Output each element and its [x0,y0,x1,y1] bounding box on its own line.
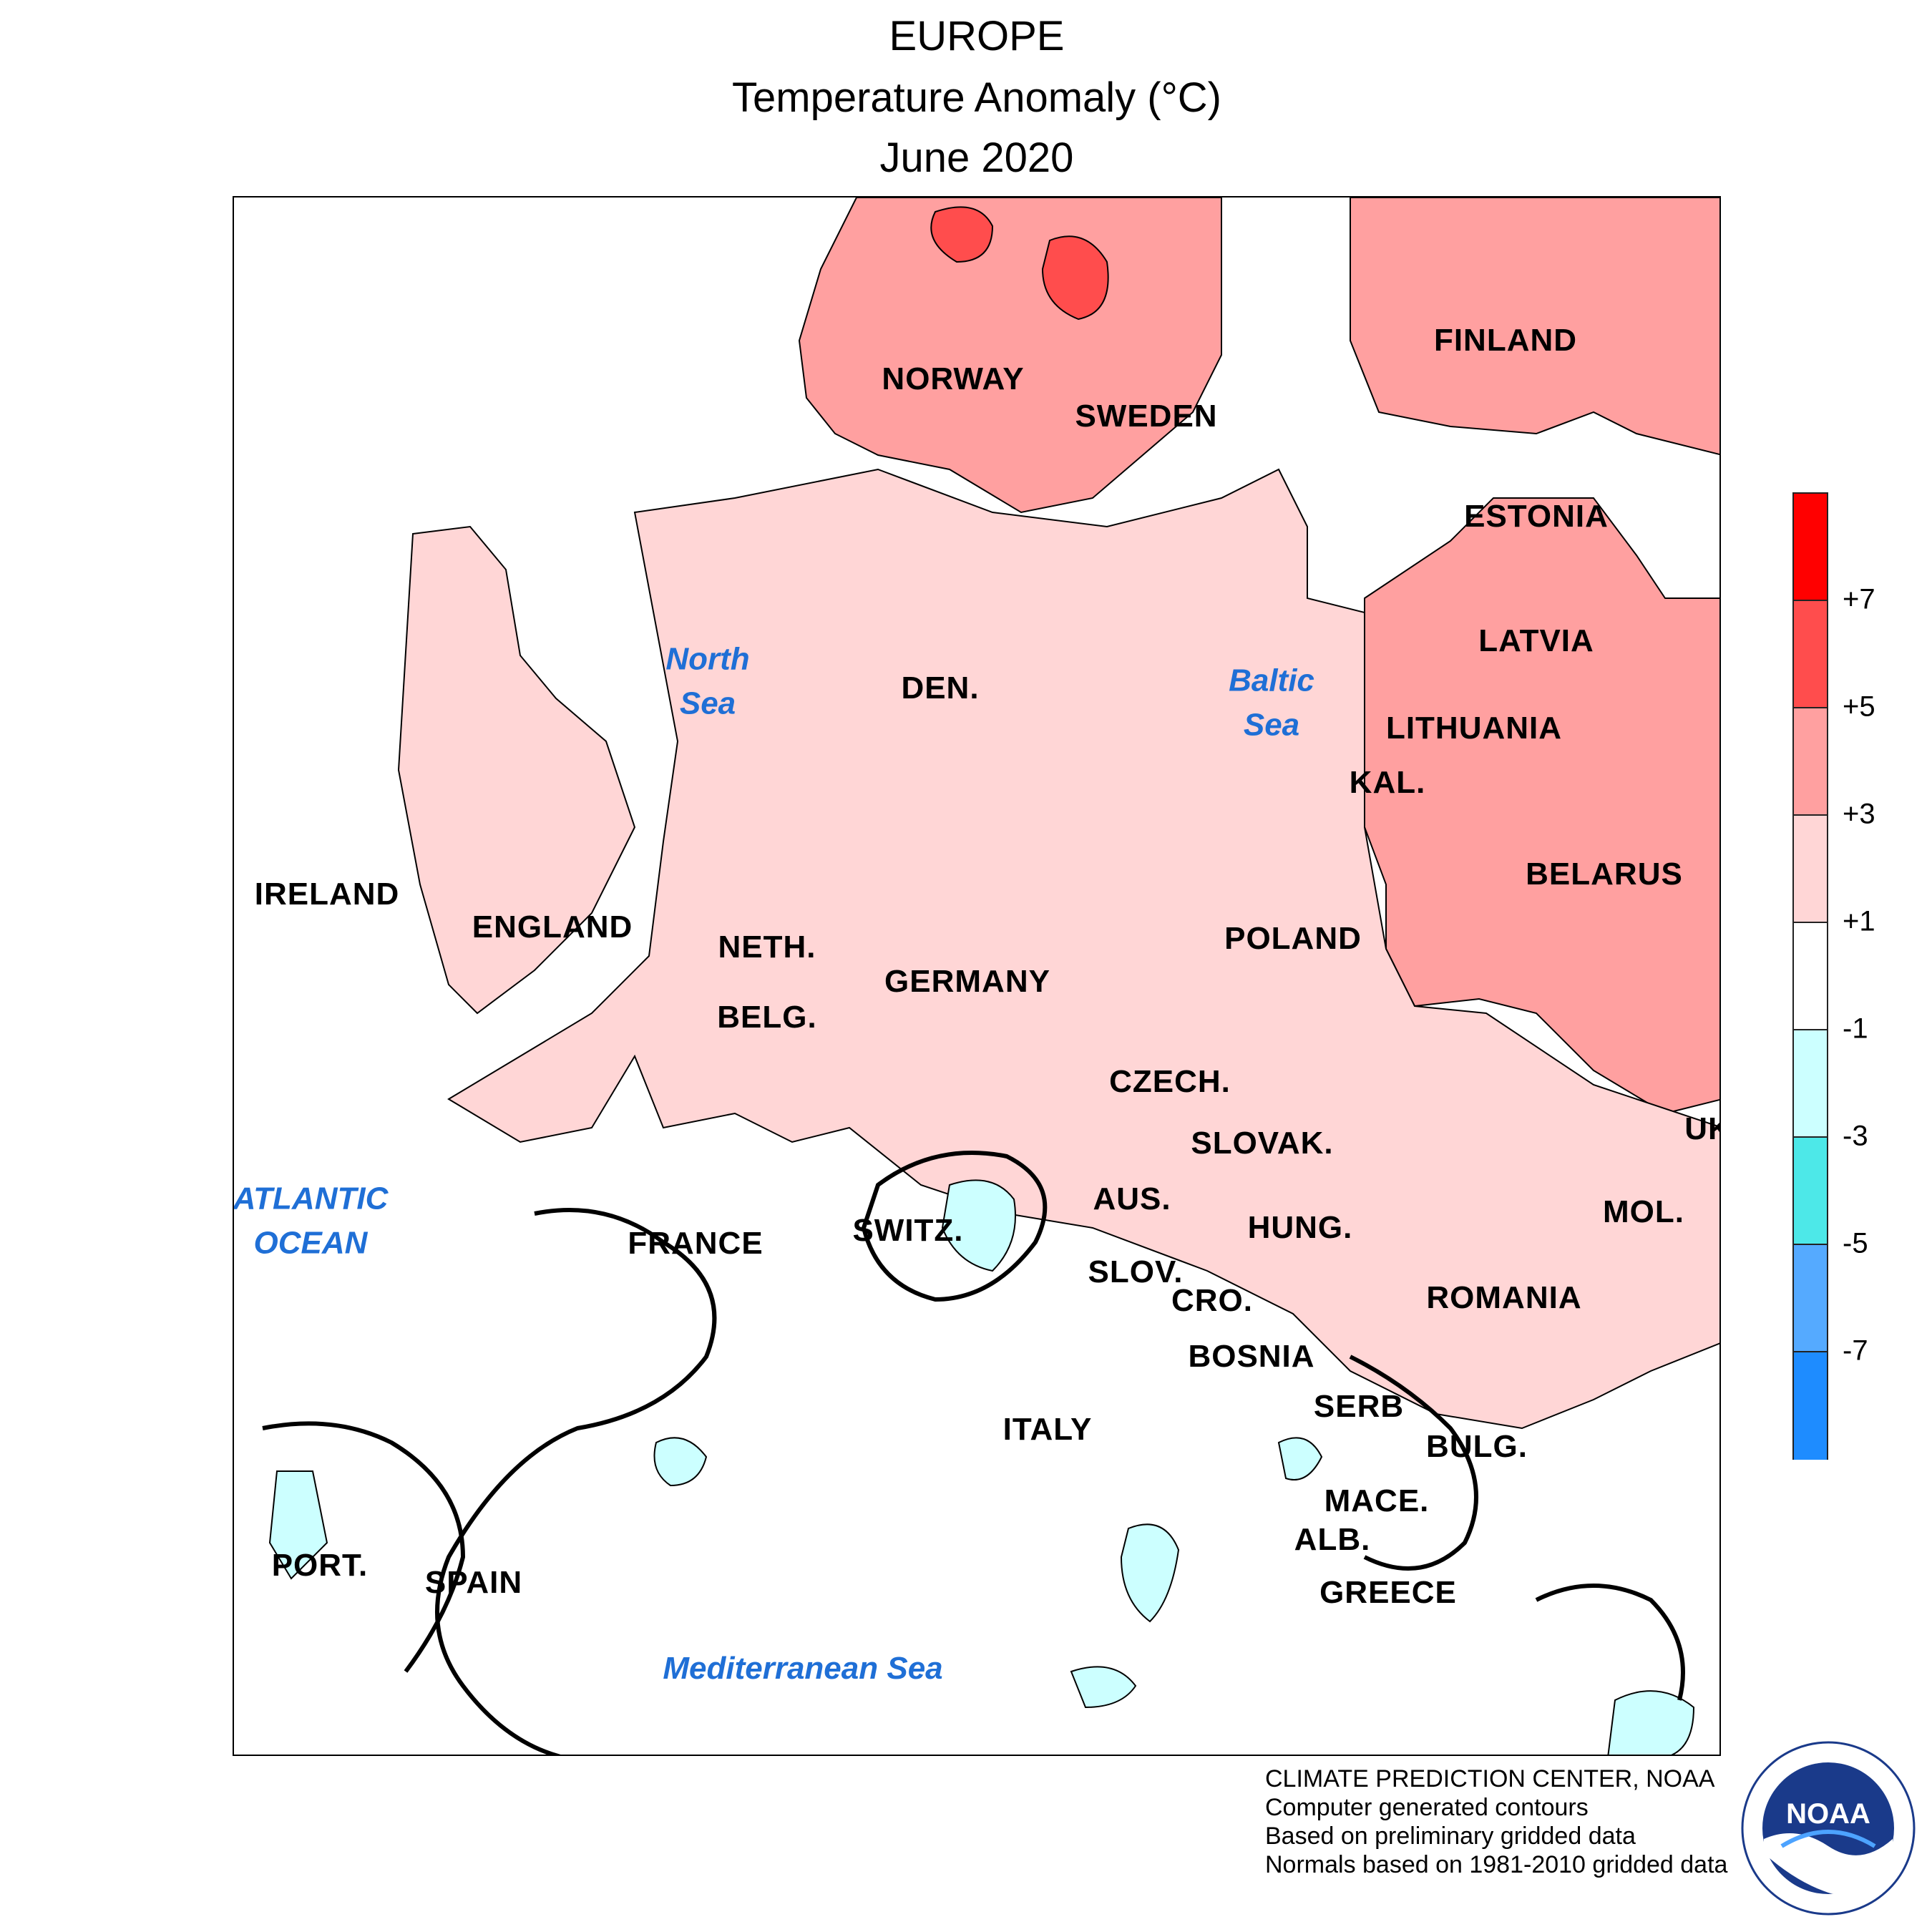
country-label-slovakia: SLOVAK. [1191,1126,1334,1161]
color-legend [1792,492,1828,1460]
anomaly-zone-britain [397,525,636,1015]
cool-patch-alps [941,1179,1016,1272]
anomaly-core-sweden [1041,235,1109,321]
anomaly-zone-scandinavia [798,197,1222,514]
country-label-france: FRANCE [628,1226,763,1261]
country-label-croatia: CRO. [1171,1283,1253,1318]
legend-swatch [1794,494,1827,601]
legend-swatch [1794,1352,1827,1460]
zero-contour-alps [861,1151,1048,1302]
water-label-north-sea: North Sea [665,641,750,721]
zero-contour-iberia [262,1421,466,1673]
country-label-bulgaria: BULG. [1426,1429,1528,1464]
cool-patch-portugal [268,1470,328,1580]
anomaly-zone-finland [1350,197,1719,456]
map-title-variable: Temperature Anomaly (°C) [732,74,1221,121]
country-label-denmark: DEN. [901,670,980,706]
legend-swatch [1794,1245,1827,1352]
country-label-sweden: SWEDEN [1075,399,1218,434]
country-label-belarus: BELARUS [1526,857,1683,892]
country-label-hungary: HUNG. [1247,1210,1353,1245]
legend-swatch [1794,1030,1827,1138]
country-label-lithuania: LITHUANIA [1385,711,1563,746]
country-label-belgium: BELG. [717,1000,817,1035]
country-label-finland: FINLAND [1433,323,1578,358]
country-label-albania: ALB. [1294,1522,1371,1557]
credit-line: Computer generated contours [1265,1794,1589,1821]
anomaly-map: NORWAY SWEDEN FINLAND ESTONIA LATVIA LIT… [233,196,1721,1756]
cool-patch-pyrenees [653,1437,708,1487]
country-label-germany: GERMANY [884,964,1050,999]
country-label-poland: POLAND [1224,921,1362,956]
legend-swatch [1794,1138,1827,1245]
legend-swatch [1794,601,1827,708]
country-label-ireland: IRELAND [254,877,400,912]
legend-tick-label: -3 [1843,1120,1868,1152]
country-label-romania: ROMANIA [1426,1280,1582,1315]
legend-tick-label: +3 [1843,798,1875,830]
legend-tick-label: -5 [1843,1227,1868,1259]
anomaly-core-norway [930,206,994,263]
legend-tick-label: -1 [1843,1013,1868,1045]
credits-block: CLIMATE PREDICTION CENTER, NOAA Computer… [1265,1765,1727,1879]
legend-swatch [1794,708,1827,816]
country-label-ukraine: UK [1684,1111,1719,1146]
map-title-region: EUROPE [889,13,1065,59]
zero-contour-france-spain [435,1208,717,1755]
country-label-greece: GREECE [1319,1575,1457,1610]
cool-patch-sicily [1070,1666,1137,1709]
legend-swatch [1794,923,1827,1030]
country-label-spain: SPAIN [424,1565,523,1600]
map-title-period: June 2020 [879,135,1074,181]
country-label-austria: AUS. [1093,1181,1171,1216]
water-label-mediterranean-sea: Mediterranean Sea [663,1651,943,1687]
country-label-portugal: PORT. [271,1548,369,1583]
legend-tick-label: +1 [1843,905,1875,937]
country-label-norway: NORWAY [882,361,1025,396]
legend-tick-label: -7 [1843,1335,1868,1367]
country-label-slovenia: SLOV. [1088,1254,1184,1289]
country-label-czechia: CZECH. [1109,1064,1231,1099]
country-label-england: ENGLAND [472,909,633,945]
country-label-italy: ITALY [1002,1412,1093,1447]
country-label-macedonia: MACE. [1324,1483,1430,1518]
credit-line: Based on preliminary gridded data [1265,1823,1636,1850]
country-label-bosnia: BOSNIA [1188,1339,1315,1374]
anomaly-zone-baltics-belarus [1364,497,1719,1115]
map-canvas [262,197,1719,1755]
country-label-kaliningrad: KAL. [1349,765,1426,800]
country-label-moldova: MOL. [1603,1194,1684,1229]
country-label-switzerland: SWITZ. [852,1213,964,1248]
zero-contour-aegean [1535,1584,1685,1701]
legend-swatch [1794,816,1827,923]
country-label-latvia: LATVIA [1478,623,1594,658]
noaa-logo-text: NOAA [1786,1798,1870,1830]
cool-patch-balkans [1277,1437,1323,1480]
credit-line: Normals based on 1981-2010 gridded data [1265,1851,1728,1878]
cool-patch-italy-south [1120,1523,1180,1623]
country-label-estonia: ESTONIA [1464,499,1609,534]
legend-tick-label: +7 [1843,583,1875,615]
country-label-serbia: SERB [1313,1389,1405,1424]
noaa-logo-icon: NOAA [1741,1741,1916,1916]
legend-tick-label: +5 [1843,691,1875,723]
anomaly-zone-central-europe [447,468,1719,1430]
zero-contour-balkans [1349,1355,1478,1571]
water-label-atlantic-ocean: ATLANTIC OCEAN [233,1181,389,1260]
water-label-baltic-sea: Baltic Sea [1229,663,1314,742]
country-label-netherlands: NETH. [718,930,816,965]
cool-patch-aegean [1607,1690,1695,1755]
credit-line: CLIMATE PREDICTION CENTER, NOAA [1265,1765,1715,1792]
